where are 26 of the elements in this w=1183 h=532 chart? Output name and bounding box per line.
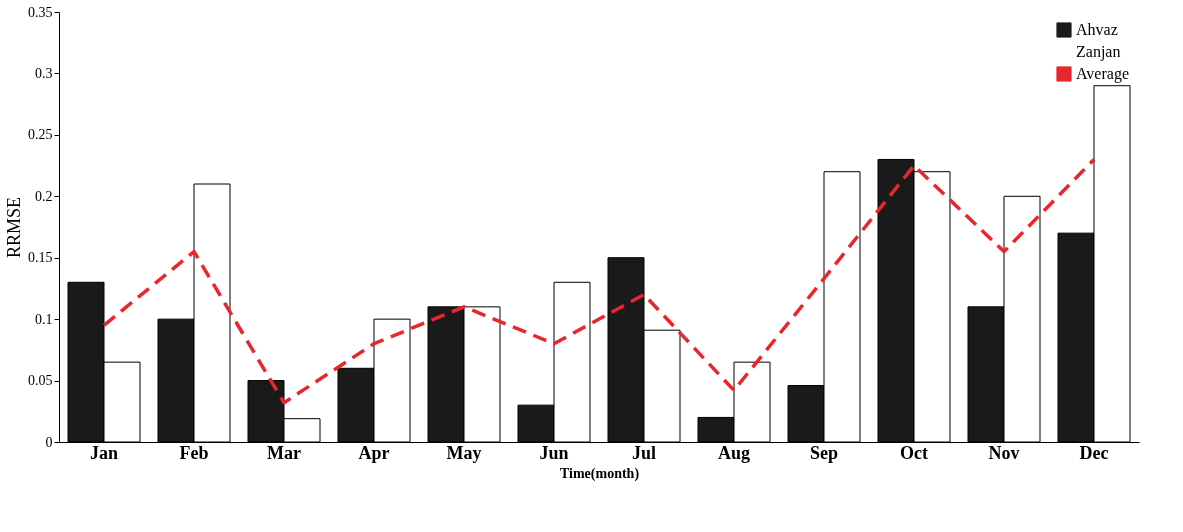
x-tick-label: Apr [358, 442, 390, 463]
line-series [102, 157, 1096, 405]
y-tick-label: 0.1 [35, 311, 53, 327]
x-tick-label: Jul [631, 442, 657, 463]
y-tick-label: 0.3 [35, 65, 53, 81]
x-tick-label: Feb [179, 442, 209, 463]
x-tick-label: Sep [809, 442, 839, 463]
x-tick-label: Jun [539, 442, 569, 463]
x-tick-label: Nov [988, 442, 1020, 463]
y-tick-label: 0 [45, 434, 53, 450]
y-axis-title: RRMSE [4, 196, 24, 259]
x-tick-label: Jan [89, 442, 119, 463]
y-tick-label: 0.25 [28, 127, 53, 143]
legend-label: Ahvaz [1076, 21, 1118, 38]
x-tick-label: Dec [1079, 442, 1109, 463]
x-tick-label: May [446, 442, 482, 463]
legend-label: Average [1076, 65, 1129, 83]
y-tick-label: 0.05 [28, 373, 53, 389]
series-label: Zanjan [1076, 43, 1121, 61]
y-tick-label: 0.35 [28, 4, 53, 20]
y-tick-label: 0.15 [28, 250, 53, 266]
y-tick-label: 0.2 [35, 188, 53, 204]
x-axis-title: Time(month) [559, 465, 640, 482]
x-tick-label: Oct [900, 442, 928, 463]
x-tick-label: Mar [267, 442, 301, 463]
x-tick-label: Aug [717, 442, 751, 463]
